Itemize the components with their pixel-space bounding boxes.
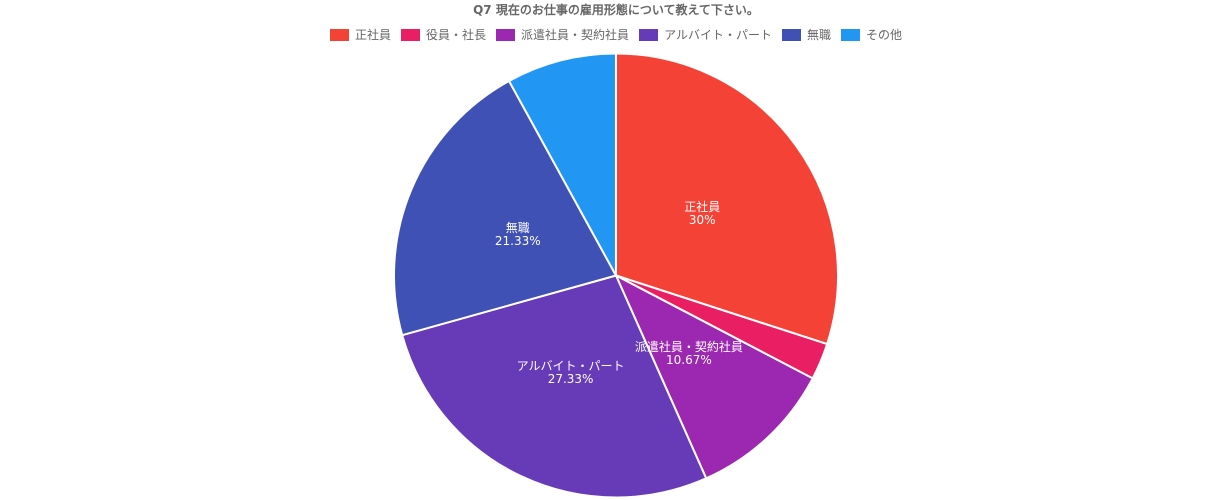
pie-slice[interactable] <box>615 52 839 346</box>
legend-item[interactable]: 派遣社員・契約社員 <box>496 27 629 43</box>
legend-swatch <box>781 29 801 41</box>
slice-label-name: 正社員 <box>684 199 720 214</box>
chart-title: Q7 現在のお仕事の雇用形態について教えて下さい。 <box>473 3 759 17</box>
legend-label: 正社員 <box>355 28 392 42</box>
legend-label: 派遣社員・契約社員 <box>521 28 630 42</box>
legend-item[interactable]: その他 <box>840 27 902 43</box>
legend-label: その他 <box>865 28 902 42</box>
slice-label-percent: 27.33% <box>548 372 594 386</box>
legend-item[interactable]: 正社員 <box>330 27 391 43</box>
legend-item[interactable]: 役員・社長 <box>401 27 486 43</box>
pie-slice[interactable] <box>393 79 618 337</box>
legend-swatch <box>330 29 350 41</box>
legend-swatch <box>840 29 860 41</box>
legend: 正社員 役員・社長 派遣社員・契約社員 アルバイト・パート 無職 その他 <box>0 27 1232 43</box>
slice-label-name: アルバイト・パート <box>517 359 625 373</box>
pie-slice[interactable] <box>400 274 708 499</box>
slice-label-percent: 10.67% <box>666 353 712 367</box>
pie-slice[interactable] <box>613 273 815 480</box>
legend-swatch <box>401 29 421 41</box>
legend-swatch <box>496 29 516 41</box>
legend-label: 無職 <box>806 28 831 42</box>
slice-label-name: 無職 <box>506 220 530 235</box>
slice-label-percent: 30% <box>689 213 716 227</box>
legend-label: アルバイト・パート <box>664 28 772 42</box>
legend-item[interactable]: アルバイト・パート <box>639 27 772 43</box>
legend-label: 役員・社長 <box>426 28 487 42</box>
legend-item[interactable]: 無職 <box>781 27 831 43</box>
slice-label-percent: 21.33% <box>495 234 541 248</box>
pie-slice[interactable] <box>507 52 617 276</box>
legend-swatch <box>639 29 659 41</box>
slice-label-name: 派遣社員・契約社員 <box>635 339 743 354</box>
